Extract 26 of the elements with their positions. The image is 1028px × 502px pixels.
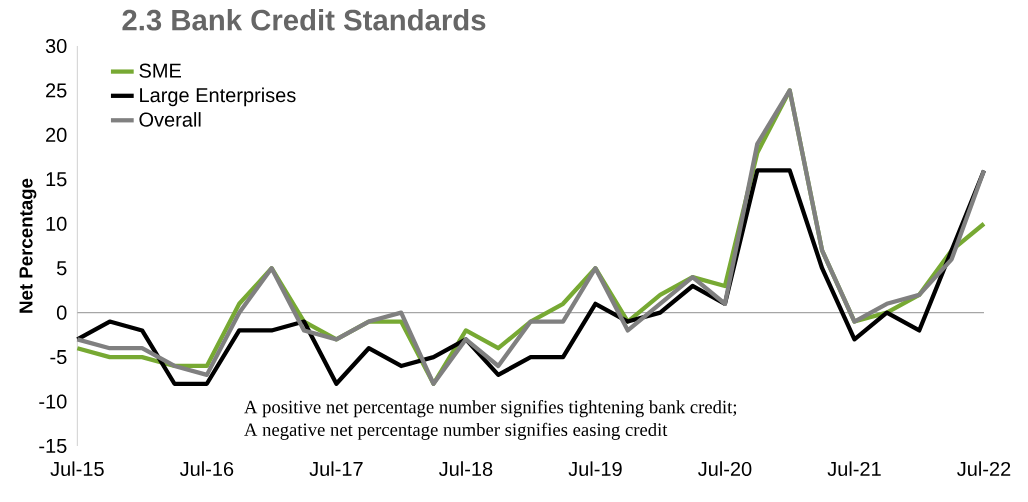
y-tick-label: -15: [39, 439, 67, 453]
y-tick-label: 10: [46, 216, 67, 231]
legend-label: Large Enterprises: [140, 87, 296, 107]
x-tick-label: Jul-18: [438, 461, 493, 477]
x-tick-label: Jul-17: [309, 461, 363, 477]
annotation: A negative net percentage number signifies easing credit: [244, 422, 668, 440]
y-tick-label: 5: [56, 261, 67, 276]
x-tick-label: Jul-21: [827, 461, 881, 477]
legend-label: Overall: [139, 112, 201, 127]
x-tick-label: Jul-16: [179, 461, 234, 477]
y-tick-label: -10: [39, 394, 67, 409]
annotation: A positive net percentage number signifies tightening bank credit;: [244, 400, 737, 418]
x-tick-label: Jul-20: [698, 461, 752, 477]
y-axis-title: Net Percentage: [19, 178, 37, 313]
y-tick-label: 20: [46, 127, 67, 142]
legend-label: SME: [139, 63, 181, 78]
y-tick-label: 30: [45, 38, 67, 54]
x-tick-label: Jul-19: [568, 461, 622, 477]
x-tick-label: Jul-22: [957, 461, 1011, 477]
chart-title: 2.3 Bank Credit Standards: [122, 9, 486, 31]
line-series: [75, 88, 987, 386]
y-tick-label: 0: [56, 305, 67, 320]
y-tick-label: -5: [50, 350, 67, 365]
x-tick-label: Jul-15: [50, 461, 104, 477]
y-tick-label: 15: [46, 172, 67, 187]
y-tick-label: 25: [46, 83, 67, 98]
